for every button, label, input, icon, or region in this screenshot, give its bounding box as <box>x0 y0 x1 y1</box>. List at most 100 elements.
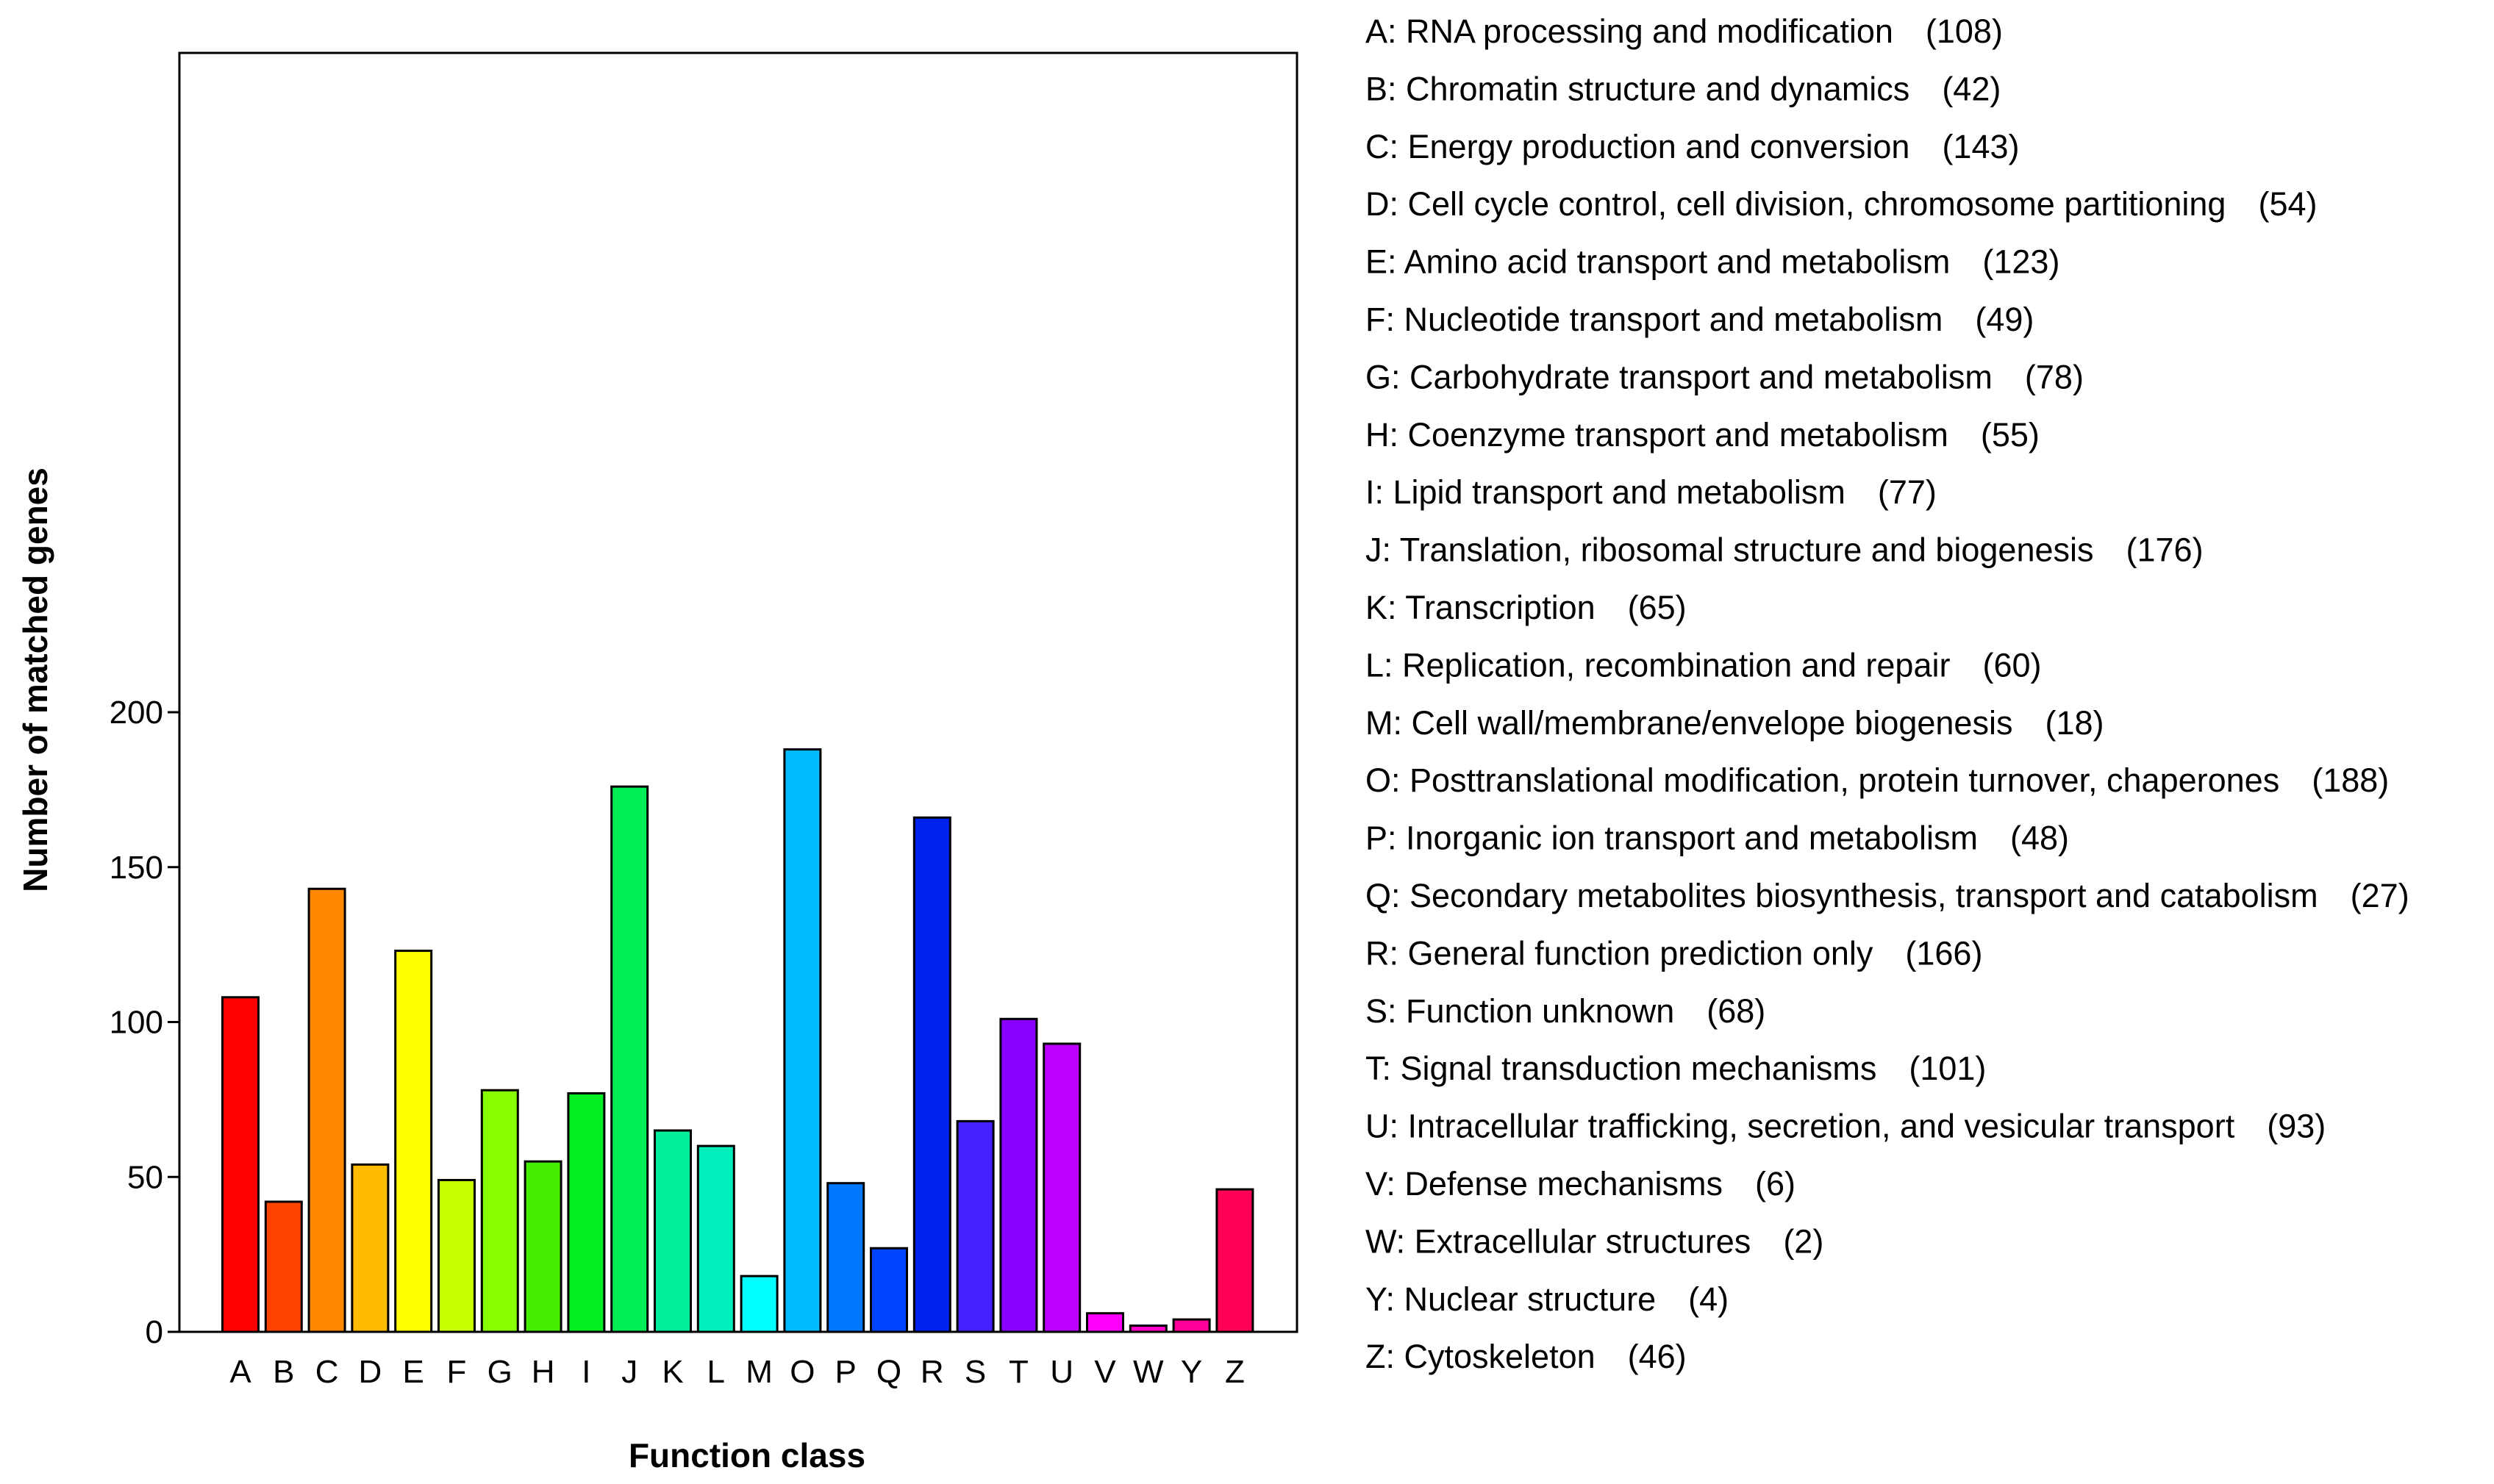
legend-item: T: Signal transduction mechanisms <box>1365 1050 1876 1087</box>
y-tick-label: 50 <box>127 1159 163 1195</box>
legend-item: H: Coenzyme transport and metabolism <box>1365 416 1948 454</box>
bar-G <box>480 1089 519 1333</box>
legend-item: C: Energy production and conversion <box>1365 128 1909 165</box>
y-axis: 0 50 100 150 200 <box>110 695 179 1350</box>
y-tick-label: 0 <box>146 1314 163 1350</box>
legend-item: Z: Cytoskeleton <box>1365 1338 1596 1375</box>
bar-A <box>221 996 260 1333</box>
legend: A: RNA processing and modification (108) B… <box>1365 12 2409 1375</box>
bar-W <box>1129 1325 1168 1333</box>
x-tick-label-W: W <box>1133 1354 1164 1390</box>
legend-item: W: Extracellular structures <box>1365 1222 1751 1260</box>
bar-J <box>610 785 649 1333</box>
bar-U <box>1043 1042 1082 1333</box>
x-tick-label-L: L <box>707 1354 725 1390</box>
legend-item-count: (77) <box>1878 473 1937 511</box>
bar-B <box>264 1200 303 1333</box>
y-tick-label: 150 <box>110 850 163 886</box>
legend-item-count: (42) <box>1942 70 2001 107</box>
x-tick-label-Z: Z <box>1225 1354 1245 1390</box>
legend-item: S: Function unknown <box>1365 992 1674 1030</box>
legend-item: A: RNA processing and modification <box>1365 12 1893 50</box>
legend-item-count: (166) <box>1905 934 1982 972</box>
bar-C <box>307 887 346 1333</box>
legend-item: F: Nucleotide transport and metabolism <box>1365 301 1943 338</box>
bar-T <box>999 1017 1038 1333</box>
legend-item-count: (188) <box>2312 761 2389 799</box>
x-tick-label-U: U <box>1050 1354 1073 1390</box>
bar-M <box>740 1275 779 1333</box>
plot-frame <box>178 51 1298 1333</box>
x-tick-label-O: O <box>790 1354 815 1390</box>
x-tick-label-R: R <box>921 1354 944 1390</box>
bar-Z <box>1215 1188 1254 1333</box>
legend-item-count: (46) <box>1628 1338 1687 1375</box>
bars <box>221 748 1254 1333</box>
y-axis-title: Number of matched genes <box>16 467 54 892</box>
bar-O <box>783 748 822 1333</box>
bar-E <box>394 950 433 1333</box>
legend-item: U: Intracellular trafficking, secretion,… <box>1365 1108 2235 1145</box>
x-tick-label-S: S <box>965 1354 986 1390</box>
bar-R <box>912 816 951 1333</box>
x-tick-label-P: P <box>835 1354 857 1390</box>
legend-item: G: Carbohydrate transport and metabolism <box>1365 358 1993 395</box>
legend-item-count: (4) <box>1688 1280 1729 1318</box>
x-tick-label-H: H <box>532 1354 555 1390</box>
legend-item-count: (108) <box>1926 12 2003 50</box>
bar-Y <box>1172 1318 1211 1333</box>
legend-item: D: Cell cycle control, cell division, ch… <box>1365 185 2226 223</box>
legend-item: O: Posttranslational modification, prote… <box>1365 761 2279 799</box>
x-tick-label-M: M <box>746 1354 773 1390</box>
legend-item: Q: Secondary metabolites biosynthesis, t… <box>1365 877 2318 914</box>
x-axis-title: Function class <box>629 1436 865 1474</box>
legend-item-count: (55) <box>1981 416 2040 454</box>
bar-K <box>654 1129 692 1333</box>
legend-item: P: Inorganic ion transport and metabolis… <box>1365 820 1978 857</box>
x-tick-label-T: T <box>1009 1354 1029 1390</box>
x-tick-label-A: A <box>229 1354 251 1390</box>
legend-item-count: (48) <box>2010 820 2069 857</box>
x-tick-label-G: G <box>487 1354 512 1390</box>
y-tick-label: 200 <box>110 695 163 731</box>
legend-item-count: (143) <box>1942 128 2019 165</box>
legend-item-count: (54) <box>2258 185 2317 223</box>
legend-item: E: Amino acid transport and metabolism <box>1365 243 1950 281</box>
bar-H <box>524 1160 562 1333</box>
legend-item-count: (78) <box>2025 358 2084 395</box>
bar-D <box>351 1163 390 1333</box>
y-tick-label: 100 <box>110 1005 163 1041</box>
legend-item-count: (27) <box>2351 877 2409 914</box>
x-tick-label-B: B <box>273 1354 294 1390</box>
legend-item: L: Replication, recombination and repair <box>1365 646 1950 684</box>
x-tick-label-Y: Y <box>1181 1354 1202 1390</box>
legend-item-count: (176) <box>2126 531 2204 569</box>
x-tick-label-I: I <box>582 1354 590 1390</box>
x-tick-label-K: K <box>662 1354 683 1390</box>
bar-F <box>437 1178 476 1333</box>
legend-item: I: Lipid transport and metabolism <box>1365 473 1846 511</box>
bar-L <box>696 1144 735 1333</box>
legend-item-count: (93) <box>2267 1108 2326 1145</box>
legend-item-count: (6) <box>1755 1165 1796 1202</box>
legend-item-count: (49) <box>1975 301 2034 338</box>
bar-V <box>1086 1312 1124 1333</box>
bar-Q <box>870 1247 908 1333</box>
x-tick-label-F: F <box>447 1354 467 1390</box>
legend-item: V: Defense mechanisms <box>1365 1165 1723 1202</box>
legend-item: M: Cell wall/membrane/envelope biogenesi… <box>1365 704 2012 742</box>
legend-item-count: (101) <box>1909 1050 1986 1087</box>
x-tick-label-C: C <box>315 1354 339 1390</box>
legend-item-count: (2) <box>1783 1222 1823 1260</box>
legend-item: R: General function prediction only <box>1365 934 1873 972</box>
legend-item: B: Chromatin structure and dynamics <box>1365 70 1909 107</box>
legend-item-count: (123) <box>1982 243 2059 281</box>
bar-S <box>956 1119 995 1333</box>
legend-item-count: (65) <box>1628 589 1687 626</box>
x-tick-label-E: E <box>403 1354 424 1390</box>
x-tick-label-J: J <box>621 1354 637 1390</box>
legend-item-count: (68) <box>1707 992 1765 1030</box>
bar-I <box>567 1092 606 1333</box>
